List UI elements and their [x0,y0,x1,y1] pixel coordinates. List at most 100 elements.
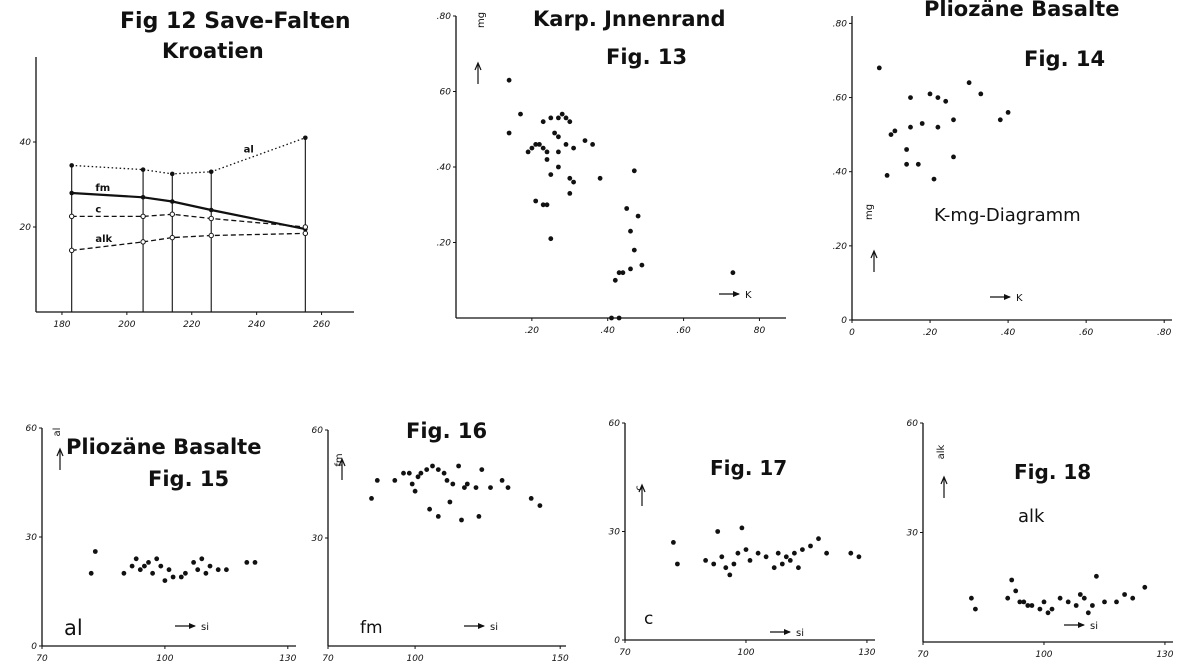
data-point [743,547,749,552]
data-point [537,503,543,508]
data-point [441,470,447,476]
data-point [671,540,676,545]
chart-title: Fig. 17 [710,456,787,480]
data-point [731,561,737,567]
y-tick-label: 30 [907,529,919,539]
data-point [556,164,561,170]
data-point [571,145,576,151]
x-tick-label: .40 [601,326,616,336]
data-point [966,80,972,86]
chart-subtitle: Kroatien [162,39,264,63]
data-point [528,496,534,501]
data-point [755,550,761,556]
data-point [1102,599,1107,605]
data-point [150,570,156,576]
data-point [848,550,854,556]
data-point [552,130,557,136]
chart-title: Karp. Jnnenrand [533,7,726,31]
x-axis-label: K [745,290,752,301]
data-point [140,239,146,245]
data-point [462,485,467,490]
data-point [816,536,821,542]
y-tick-label: 60 [609,419,621,429]
data-point [450,481,456,487]
data-point [1142,584,1148,590]
data-point [808,543,813,549]
y-axis-label: mg [864,204,875,220]
data-point [548,115,554,121]
panel-fig-14: 0 .20 .40 .60 .80 0 .20 .40 .60 .80 Pliozäne Basal… [833,0,1172,338]
data-point [1009,577,1015,583]
data-point [401,470,406,476]
data-point [505,485,511,490]
panel-fig-12: 180 200 220 240 260 20 40 Fig 12 Save-Falten Kro… [20,9,354,330]
data-point [207,563,213,569]
data-point [1094,573,1099,579]
chart-subtitle: Fig. 13 [606,45,687,69]
data-point [628,266,633,272]
data-point [183,570,188,576]
y-axis-label: fm [334,453,345,466]
data-point [771,565,777,571]
x-tick-label: 200 [118,320,135,330]
x-tick-label: 130 [858,648,875,658]
data-point [711,561,717,567]
y-arrow-icon [940,475,948,498]
data-point [476,514,482,519]
data-point [624,206,630,211]
panel-fig-13: .20 .40 .60 80 .20 .40 60 .80 Karp. Jnnenrand Fig… [437,7,786,336]
data-point [908,95,913,100]
y-arrow-icon [56,447,64,470]
data-point [412,488,418,494]
data-point [529,145,535,151]
data-point [166,567,172,573]
data-point [499,478,505,483]
data-point [888,132,894,138]
data-point [935,95,941,100]
data-point [969,595,974,601]
data-point [1049,606,1055,612]
data-point [1021,599,1027,605]
data-point [170,574,176,580]
data-point [824,550,829,556]
data-point [215,567,221,573]
chart-annotation: K-mg-Diagramm [934,205,1081,226]
y-arrow-icon [474,61,482,84]
data-point [719,554,725,560]
data-point [796,565,801,571]
chart-annotation: al [64,616,83,640]
y-tick-label: .40 [833,168,848,178]
chart-annotation: alk [1018,506,1045,527]
data-point [525,149,531,155]
data-point [631,247,637,253]
data-point [195,567,201,573]
y-tick-label: .40 [437,163,452,173]
data-point [88,570,94,576]
data-point [208,215,214,222]
data-point [244,560,250,565]
data-point [430,463,435,469]
y-tick-label: .80 [437,12,452,22]
data-point [133,556,139,562]
data-point [303,135,308,141]
x-arrow-icon [990,294,1011,300]
data-point [931,176,937,182]
data-point [856,554,862,560]
series-label: al [244,145,254,156]
panel-fig-18: 70 100 130 30 60 Fig. 18 alk alk si [907,419,1174,660]
data-point [479,467,485,472]
data-point [556,115,561,121]
data-point [140,213,146,220]
data-point [140,194,146,200]
series-line-alk [71,232,306,252]
data-point [1130,595,1136,601]
data-point [203,570,209,576]
data-point [1122,592,1127,597]
data-point [435,467,441,472]
data-point [787,558,793,563]
x-tick-label: 70 [322,654,334,664]
x-tick-label: 100 [1035,650,1052,660]
data-point [1077,592,1083,597]
x-tick-label: 70 [619,648,631,658]
data-point [1037,606,1043,612]
